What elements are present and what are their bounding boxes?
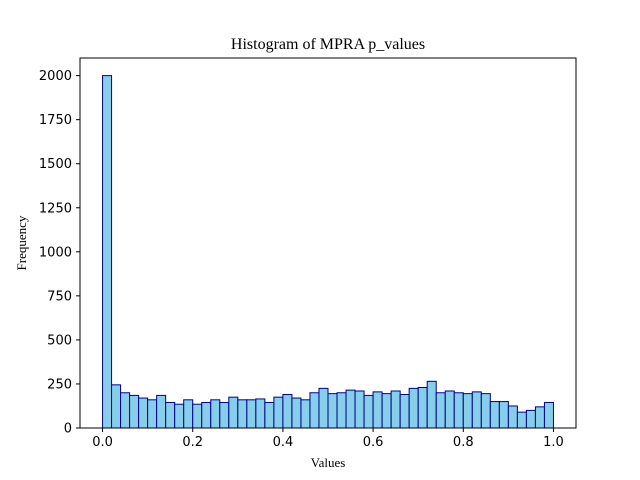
histogram-bar — [489, 401, 500, 429]
histogram-bar — [264, 401, 275, 429]
x-axis-label: Values — [311, 455, 346, 470]
histogram-bar — [345, 389, 356, 429]
histogram-bar — [435, 392, 446, 429]
histogram-bar — [111, 384, 122, 429]
histogram-bar — [399, 394, 410, 429]
histogram-bar — [273, 396, 284, 429]
histogram-bar — [534, 406, 545, 429]
histogram-bar — [147, 399, 158, 429]
histogram-bar — [237, 399, 248, 429]
histogram-bar — [192, 403, 203, 429]
histogram-bar — [156, 394, 167, 429]
histogram-bar — [210, 399, 221, 429]
x-tick-label: 1.0 — [543, 435, 564, 450]
histogram-bar — [228, 396, 239, 429]
x-axis-ticks: 0.0 0.2 0.4 0.6 0.8 1.0 — [92, 428, 564, 450]
histogram-bar — [525, 409, 536, 429]
histogram-bar — [408, 387, 419, 429]
histogram-bar — [471, 391, 482, 429]
histogram-bar — [507, 405, 518, 429]
histogram-bar — [291, 397, 302, 429]
histogram-bar — [417, 386, 428, 429]
histogram-bar — [354, 390, 365, 429]
chart-title: Histogram of MPRA p_values — [231, 36, 425, 53]
histogram-bar — [390, 390, 401, 429]
histogram-bar — [165, 401, 176, 429]
y-tick-label: 250 — [47, 377, 72, 392]
histogram-bar — [453, 392, 464, 429]
histogram-bar — [300, 399, 311, 429]
histogram-bar — [363, 394, 374, 429]
histogram-bar — [246, 399, 257, 429]
histogram-bar — [318, 387, 329, 429]
x-tick-label: 0.0 — [92, 435, 113, 450]
y-axis-label: Frequency — [14, 215, 29, 270]
x-tick-label: 0.8 — [453, 435, 474, 450]
y-tick-label: 1750 — [39, 113, 72, 128]
histogram-bar — [336, 392, 347, 429]
histogram-bar — [102, 75, 113, 429]
histogram-bar — [327, 393, 338, 429]
histogram-bar — [480, 393, 491, 429]
histogram-bar — [426, 380, 437, 429]
histogram-bar — [372, 391, 383, 429]
histogram-bar — [498, 401, 509, 429]
bars-group — [102, 75, 554, 429]
histogram-bar — [120, 392, 131, 429]
plot-frame — [79, 57, 577, 429]
y-axis-ticks: 0 250 500 750 1000 1250 1500 1750 2000 — [39, 69, 80, 437]
histogram-bar — [183, 399, 194, 429]
y-tick-label: 1500 — [39, 157, 72, 172]
histogram-bar — [138, 397, 149, 429]
histogram-bar — [201, 401, 212, 429]
y-tick-label: 0 — [64, 422, 72, 437]
histogram-bar — [282, 394, 293, 429]
y-tick-label: 500 — [47, 333, 72, 348]
histogram-bar — [381, 393, 392, 429]
histogram-bar — [219, 401, 230, 429]
y-tick-label: 750 — [47, 289, 72, 304]
x-tick-label: 0.2 — [182, 435, 203, 450]
x-tick-label: 0.6 — [363, 435, 384, 450]
histogram-bar — [543, 401, 554, 429]
histogram-bar — [174, 403, 185, 429]
histogram-bar — [444, 390, 455, 429]
histogram-bar — [516, 411, 527, 429]
y-tick-label: 2000 — [39, 69, 72, 84]
y-tick-label: 1000 — [39, 245, 72, 260]
x-tick-label: 0.4 — [273, 435, 294, 450]
histogram-bar — [255, 398, 266, 429]
histogram-bar — [129, 394, 140, 429]
histogram-bar — [309, 392, 320, 429]
y-tick-label: 1250 — [39, 201, 72, 216]
histogram-bar — [462, 393, 473, 429]
